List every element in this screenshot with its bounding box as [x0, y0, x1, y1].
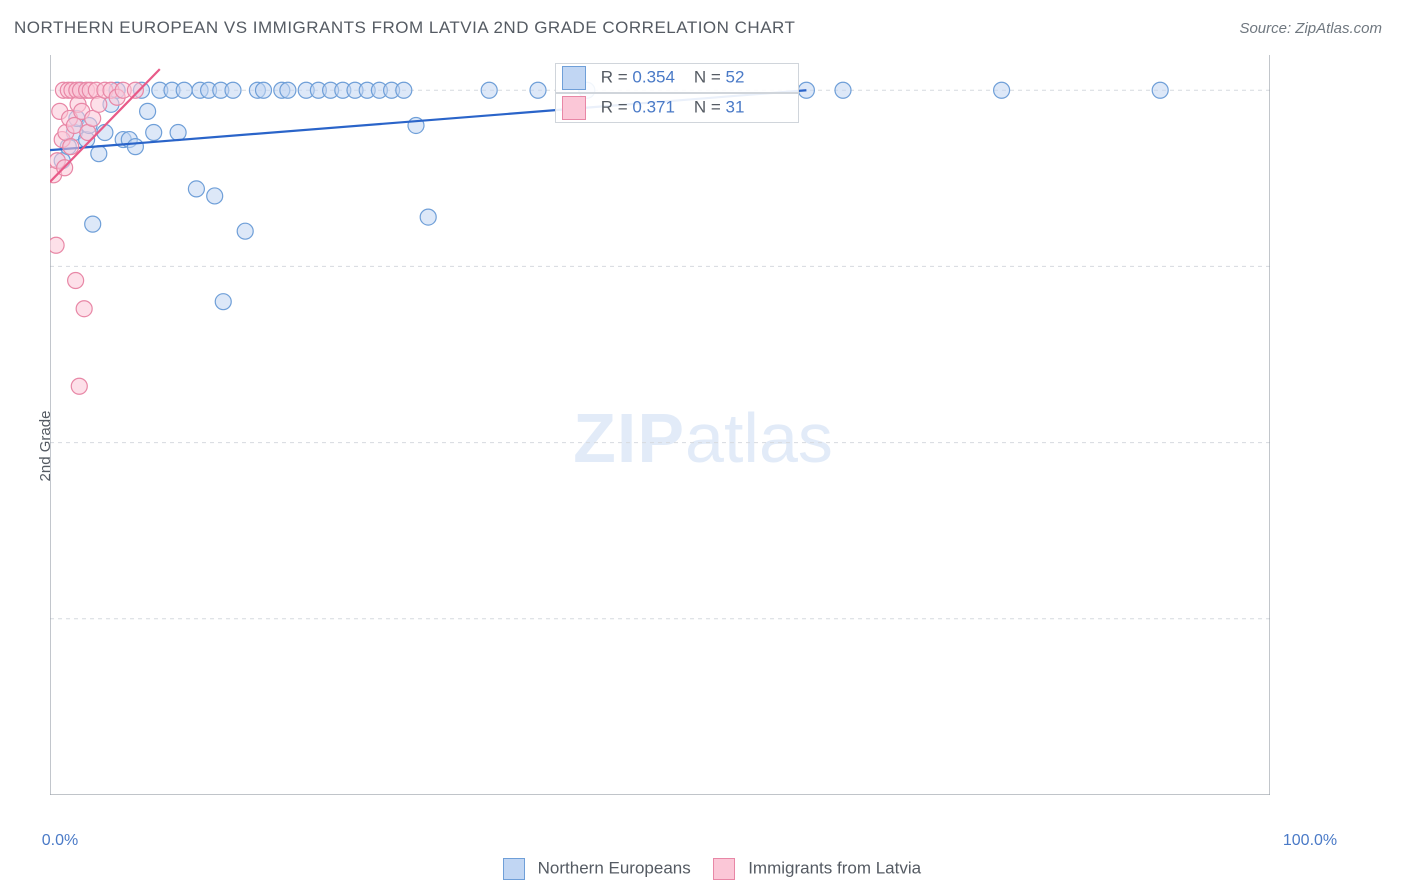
stat-box-blue: R = 0.354 N = 52	[555, 63, 799, 93]
chart-title: NORTHERN EUROPEAN VS IMMIGRANTS FROM LAT…	[14, 18, 795, 38]
scatter-chart	[50, 55, 1270, 795]
n-label: N =	[694, 67, 721, 86]
n-value-pink: 31	[726, 97, 745, 116]
legend-swatch-blue-icon	[503, 858, 525, 880]
r-label: R =	[601, 67, 628, 86]
n-value-blue: 52	[726, 67, 745, 86]
legend-label-blue: Northern Europeans	[538, 858, 691, 877]
legend-bottom: Northern Europeans Immigrants from Latvi…	[0, 858, 1406, 880]
legend-swatch-pink-icon	[713, 858, 735, 880]
r-value-pink: 0.371	[632, 97, 675, 116]
xtick-0: 0.0%	[42, 832, 78, 850]
n-label: N =	[694, 97, 721, 116]
r-value-blue: 0.354	[632, 67, 675, 86]
legend-label-pink: Immigrants from Latvia	[748, 858, 921, 877]
swatch-blue-icon	[562, 66, 586, 90]
stat-box-pink: R = 0.371 N = 31	[555, 93, 799, 123]
source-label: Source: ZipAtlas.com	[1239, 20, 1382, 37]
r-label: R =	[601, 97, 628, 116]
swatch-pink-icon	[562, 96, 586, 120]
xtick-100: 100.0%	[1283, 832, 1337, 850]
